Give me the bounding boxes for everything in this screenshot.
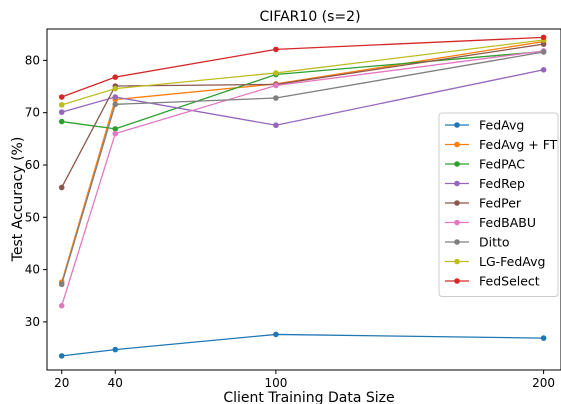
data-point	[112, 101, 119, 108]
legend-item: FedAvg	[445, 118, 524, 133]
data-point	[540, 34, 547, 41]
legend-marker	[454, 161, 460, 167]
y-axis: 30 40 50 60 70 80	[25, 53, 47, 329]
legend-label: FedAvg + FT	[479, 137, 558, 152]
legend-marker	[454, 122, 460, 128]
legend-item: FedRep	[445, 176, 525, 191]
data-point	[58, 184, 65, 191]
legend-item: FedAvg + FT	[445, 137, 558, 152]
data-point	[58, 353, 65, 359]
data-point	[58, 281, 65, 288]
data-point	[273, 70, 279, 76]
data-point	[540, 335, 547, 341]
legend-marker	[454, 141, 460, 148]
y-axis-label: Test Accuracy (%)	[10, 137, 26, 263]
y-tick-label: 80	[25, 53, 40, 67]
legend-label: FedPer	[479, 196, 522, 211]
legend-marker	[454, 180, 460, 187]
data-point	[58, 302, 65, 309]
legend-label: FedAvg	[479, 118, 524, 133]
series-line	[61, 39, 544, 106]
y-tick-label: 60	[25, 158, 40, 172]
series-fedselect	[58, 34, 547, 100]
legend-item: FedSelect	[445, 274, 540, 289]
series-line	[61, 43, 544, 188]
series-line	[61, 36, 544, 98]
data-point	[540, 49, 547, 55]
chart-title: CIFAR10 (s=2)	[259, 9, 360, 25]
data-point	[273, 46, 279, 53]
series-line	[61, 51, 544, 285]
series-line	[61, 333, 544, 357]
x-tick-label: 40	[108, 376, 123, 390]
legend-item: FedPer	[445, 196, 522, 211]
plot-frame	[46, 28, 561, 371]
series-layer	[58, 34, 547, 359]
legend-label: FedPAC	[479, 157, 525, 172]
data-point	[540, 41, 547, 47]
legend: FedAvg FedAvg + FT FedPAC FedRep FedPer FedBA…	[438, 112, 559, 297]
series-fedrep	[58, 66, 547, 129]
data-point	[273, 82, 279, 89]
series-fedavg	[58, 331, 547, 359]
data-point	[112, 126, 119, 132]
data-point	[273, 122, 279, 129]
data-point	[112, 130, 119, 137]
data-point	[273, 331, 279, 338]
legend-marker	[454, 219, 460, 226]
data-point	[58, 109, 65, 115]
legend-marker	[454, 258, 460, 265]
legend-marker	[454, 200, 460, 206]
y-tick-label: 70	[25, 106, 40, 120]
series-line	[61, 69, 544, 126]
legend-item: Ditto	[445, 235, 510, 250]
data-point	[58, 94, 65, 100]
legend-box	[438, 112, 559, 297]
legend-marker	[454, 278, 460, 284]
y-tick-label: 40	[25, 263, 40, 277]
data-point	[540, 66, 547, 73]
data-point	[58, 102, 65, 108]
legend-label: FedBABU	[479, 215, 536, 230]
data-point	[112, 346, 119, 353]
legend-marker	[454, 239, 460, 245]
x-tick-label: 200	[532, 376, 555, 390]
x-axis-label: Client Training Data Size	[223, 390, 394, 404]
legend-item: FedPAC	[445, 157, 525, 172]
legend-label: FedRep	[479, 176, 525, 191]
data-point	[112, 94, 119, 100]
x-tick-label: 100	[264, 376, 287, 390]
data-point	[273, 95, 279, 101]
y-tick-label: 30	[25, 315, 40, 329]
x-tick-label: 20	[54, 376, 69, 390]
legend-label: LG-FedAvg	[479, 254, 545, 269]
legend-item: FedBABU	[445, 215, 536, 230]
series-ditto	[58, 49, 547, 288]
data-point	[112, 85, 119, 92]
legend-label: FedSelect	[479, 274, 540, 289]
data-point	[58, 118, 65, 125]
x-axis: 20 40 100 200	[54, 370, 555, 390]
legend-item: LG-FedAvg	[445, 254, 545, 269]
y-tick-label: 50	[25, 210, 40, 224]
series-line	[61, 50, 544, 306]
data-point	[112, 74, 119, 80]
legend-label: Ditto	[479, 235, 510, 250]
